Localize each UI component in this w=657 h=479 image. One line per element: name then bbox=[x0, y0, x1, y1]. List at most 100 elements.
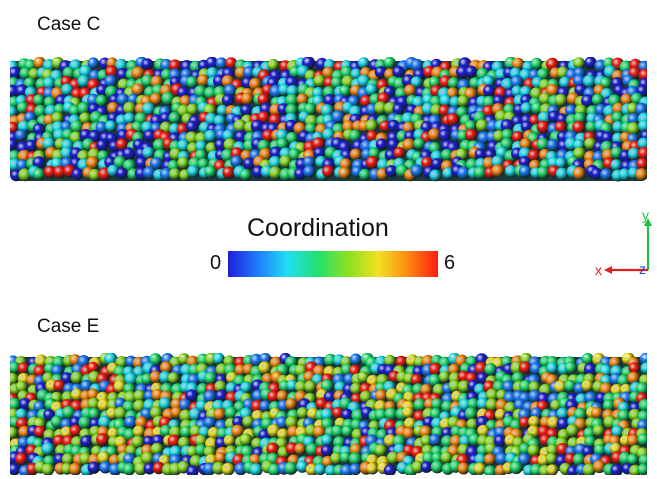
particle bbox=[285, 398, 298, 411]
particle bbox=[131, 435, 145, 449]
particle bbox=[411, 460, 425, 474]
particle bbox=[143, 462, 156, 475]
particle bbox=[105, 120, 117, 132]
particle bbox=[142, 146, 155, 159]
particle bbox=[267, 390, 280, 403]
particle bbox=[448, 379, 462, 393]
particle bbox=[518, 361, 532, 374]
particle bbox=[404, 84, 417, 97]
particle bbox=[123, 101, 137, 115]
particle bbox=[276, 390, 289, 402]
particle bbox=[419, 425, 432, 439]
particle bbox=[320, 408, 334, 422]
particle bbox=[491, 164, 505, 178]
particle bbox=[216, 104, 229, 117]
particle bbox=[124, 415, 138, 429]
particle bbox=[504, 165, 518, 178]
particle bbox=[113, 406, 128, 420]
particle bbox=[600, 168, 613, 181]
particle bbox=[213, 114, 226, 127]
particle bbox=[19, 67, 32, 80]
particle bbox=[330, 452, 343, 465]
particle bbox=[214, 380, 227, 393]
particle bbox=[186, 76, 199, 88]
particle bbox=[620, 93, 633, 106]
particle bbox=[15, 129, 27, 142]
particle bbox=[249, 353, 263, 367]
particle bbox=[484, 363, 497, 376]
particle bbox=[195, 140, 208, 153]
particle bbox=[215, 389, 228, 402]
particle bbox=[161, 91, 175, 106]
particle bbox=[223, 434, 236, 447]
particle bbox=[186, 120, 199, 133]
particle bbox=[627, 371, 640, 385]
particle bbox=[60, 372, 73, 385]
particle bbox=[438, 371, 451, 383]
particle bbox=[131, 83, 145, 97]
case-c-particles bbox=[10, 57, 647, 182]
particle bbox=[637, 433, 647, 446]
particle bbox=[431, 452, 444, 464]
particle bbox=[500, 119, 514, 133]
particle bbox=[10, 105, 18, 118]
particle bbox=[87, 57, 100, 69]
particle bbox=[296, 93, 309, 106]
particle bbox=[473, 462, 487, 475]
particle bbox=[323, 390, 337, 404]
particle bbox=[395, 355, 408, 368]
particle bbox=[132, 425, 145, 438]
particle bbox=[185, 131, 199, 145]
particle bbox=[141, 74, 154, 88]
particle bbox=[628, 362, 641, 374]
particle bbox=[518, 165, 532, 178]
particle bbox=[379, 120, 392, 133]
coordination-colorbar bbox=[228, 251, 438, 277]
particle bbox=[168, 59, 182, 72]
particle bbox=[385, 165, 398, 178]
particle bbox=[239, 433, 253, 447]
particle bbox=[261, 129, 275, 142]
particle bbox=[449, 434, 463, 448]
particle bbox=[438, 128, 452, 142]
particle bbox=[122, 452, 136, 466]
particle bbox=[428, 76, 441, 89]
particle bbox=[610, 464, 623, 475]
particle bbox=[133, 389, 146, 402]
particle bbox=[141, 451, 154, 465]
particle bbox=[627, 113, 640, 126]
particle bbox=[80, 435, 93, 448]
case-e-label: Case E bbox=[37, 316, 100, 337]
particle bbox=[10, 66, 22, 80]
colorbar-max-label: 6 bbox=[444, 252, 456, 274]
particle bbox=[187, 165, 200, 178]
particle bbox=[314, 463, 326, 475]
particle bbox=[269, 146, 283, 160]
particle bbox=[593, 444, 606, 456]
particle bbox=[349, 353, 362, 366]
particle bbox=[69, 424, 82, 437]
particle bbox=[285, 416, 299, 429]
particle bbox=[186, 465, 199, 475]
particle bbox=[257, 111, 270, 124]
particle bbox=[277, 428, 289, 441]
particle bbox=[10, 361, 21, 374]
particle bbox=[322, 165, 335, 178]
particle bbox=[518, 416, 531, 429]
particle bbox=[584, 391, 598, 405]
particle bbox=[203, 416, 216, 429]
case-c-particle-panel bbox=[10, 57, 647, 185]
particle bbox=[223, 84, 237, 97]
particle bbox=[33, 57, 46, 69]
particle bbox=[303, 156, 315, 169]
particle bbox=[115, 356, 128, 369]
particle bbox=[387, 138, 400, 151]
particle bbox=[474, 148, 487, 161]
particle bbox=[520, 102, 533, 115]
particle bbox=[602, 399, 615, 412]
particle bbox=[359, 168, 371, 181]
particle bbox=[53, 165, 67, 179]
particle bbox=[474, 361, 488, 375]
particle bbox=[402, 427, 415, 440]
particle bbox=[446, 113, 460, 126]
